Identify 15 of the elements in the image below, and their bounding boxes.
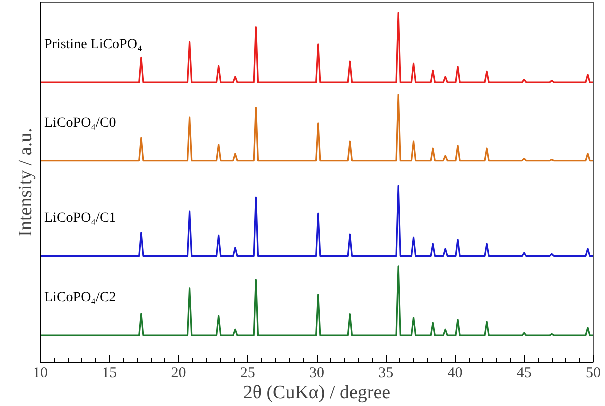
x-axis-title: 2θ (CuKα) / degree [243, 382, 391, 404]
x-tick-label: 40 [448, 366, 463, 382]
x-tick-label: 45 [516, 366, 532, 382]
y-axis-title: Intensity / a.u. [16, 128, 36, 237]
x-tick-label: 25 [240, 366, 256, 382]
x-tick-label: 10 [33, 366, 48, 382]
x-tick-label: 30 [310, 366, 324, 382]
series-label: Pristine LiCoPO₄ [44, 38, 142, 53]
series-label: LiCoPO₄/C0 [44, 116, 116, 131]
series-label: LiCoPO₄/C2 [44, 290, 116, 306]
x-tick-label: 50 [586, 366, 601, 382]
series-label: LiCoPO₄/C1 [44, 211, 116, 226]
x-tick-label: 35 [378, 366, 394, 382]
x-tick-label: 20 [171, 366, 186, 382]
x-tick-label: 15 [102, 366, 118, 382]
